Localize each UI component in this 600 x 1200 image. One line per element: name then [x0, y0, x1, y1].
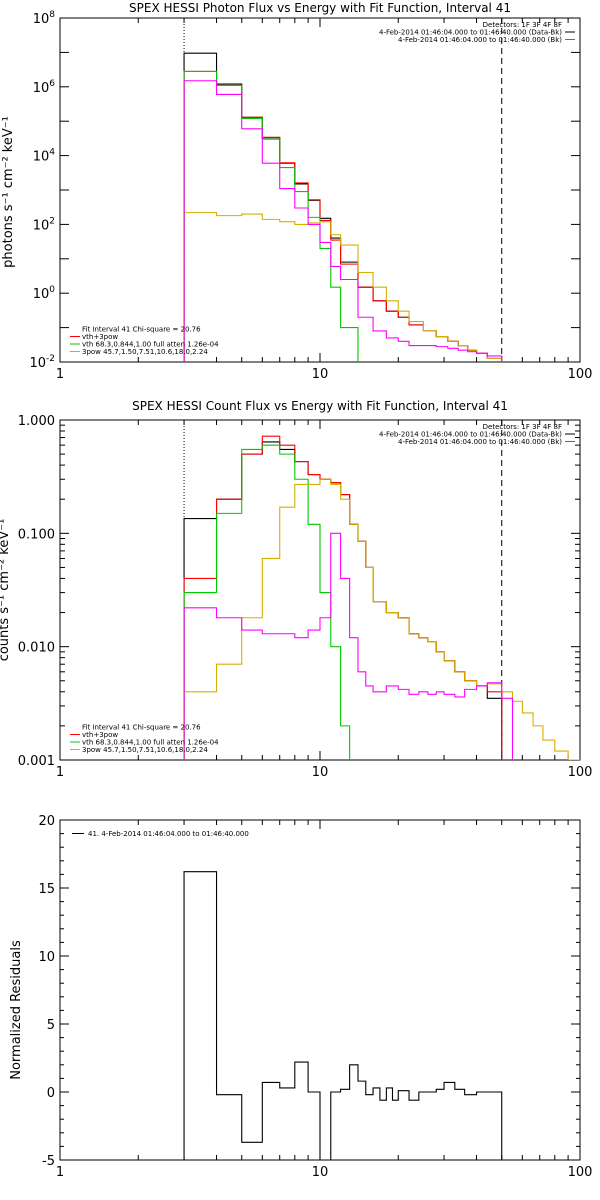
photon-y-tick-label: 100	[33, 285, 56, 302]
photon-plot-area: 1 10 100 10-2 100 102 104 106 108 Detectors: 1F 3…	[29, 10, 592, 382]
photon-series-line	[183, 80, 503, 362]
photon-legend-bottom-text: vth+3pow	[82, 333, 118, 341]
photon-legend-top-text: Detectors: 1F 3F 4F 8F	[483, 21, 562, 29]
count-chart-title: SPEX HESSI Count Flux vs Energy with Fit…	[132, 399, 508, 413]
residuals-plot-area: 1 10 100 -5 0 5 10 15 20 41. 4-Feb-2014 01:46:04.…	[38, 814, 592, 1180]
count-series-line	[183, 532, 514, 760]
resid-y-tick-label: 20	[38, 814, 55, 829]
count-legend-top-text: 4-Feb-2014 01:46:04.000 to 01:46:40.000 …	[379, 431, 562, 439]
count-y-tick-label: 1.000	[18, 414, 55, 429]
photon-chart-title: SPEX HESSI Photon Flux vs Energy with Fi…	[129, 1, 511, 15]
photon-series-group	[183, 52, 503, 362]
count-y-axis-label: counts s⁻¹ cm⁻² keV⁻¹	[0, 519, 12, 662]
photon-x-tick-label: 1	[56, 367, 64, 382]
resid-legend-text: 41. 4-Feb-2014 01:46:04.000 to 01:46:40.…	[88, 830, 249, 838]
photon-flux-panel: SPEX HESSI Photon Flux vs Energy with Fi…	[1, 1, 592, 382]
photon-x-tick-label: 100	[568, 367, 593, 382]
resid-y-tick-label: 15	[38, 882, 55, 897]
count-legend-top-text: Detectors: 1F 3F 4F 8F	[483, 423, 562, 431]
photon-x-tick-label: 10	[312, 367, 329, 382]
count-x-tick-label: 100	[568, 765, 593, 780]
count-y-tick-label: 0.001	[18, 754, 55, 769]
count-y-tick-label: 0.100	[18, 527, 55, 542]
count-flux-panel: SPEX HESSI Count Flux vs Energy with Fit…	[0, 399, 592, 780]
photon-legend-bottom-text: vth 68.3,0.844,1.00 full atten 1.26e-04	[82, 341, 219, 349]
count-legend-bottom-text: vth 68.3,0.844,1.00 full atten 1.26e-04	[82, 739, 219, 747]
count-legend-bottom-text: 3pow 45.7,1.50,7.51,10.6,18.0,2.24	[82, 746, 208, 754]
count-x-tick-label: 10	[312, 765, 329, 780]
photon-series-line	[183, 70, 359, 362]
count-x-tick-label: 1	[56, 765, 64, 780]
count-legend-top-text: 4-Feb-2014 01:46:04.000 to 01:46:40.000 …	[398, 438, 562, 446]
residuals-panel: Normalized Residuals 1 10 100 -5 0 5 10 15 20 41.…	[9, 814, 592, 1180]
resid-y-tick-label: 10	[38, 950, 55, 965]
count-series-line	[183, 444, 351, 760]
count-y-tick-label: 0.010	[18, 641, 55, 656]
photon-y-tick-label: 102	[33, 216, 55, 233]
photon-y-tick-label: 108	[33, 10, 56, 27]
count-legend-bottom-text: Fit Interval 41 Chi-square = 20.76	[82, 724, 201, 732]
resid-y-tick-label: -5	[42, 1154, 55, 1169]
resid-x-tick-label: 1	[56, 1165, 64, 1180]
residuals-y-axis-label: Normalized Residuals	[9, 940, 24, 1080]
photon-legend-top-text: 4-Feb-2014 01:46:04.000 to 01:46:40.000 …	[398, 36, 562, 44]
photon-y-tick-label: 104	[33, 148, 56, 165]
resid-y-tick-label: 0	[47, 1086, 55, 1101]
count-series-line	[183, 478, 580, 760]
resid-series-group	[183, 871, 503, 1160]
resid-x-tick-label: 10	[312, 1165, 329, 1180]
resid-x-tick-label: 100	[568, 1165, 593, 1180]
count-plot-area: 1 10 100 0.001 0.010 0.100 1.000 Detectors: 1F …	[18, 414, 593, 780]
photon-legend-bottom-text: Fit Interval 41 Chi-square = 20.76	[82, 326, 201, 334]
resid-y-tick-label: 5	[47, 1018, 55, 1033]
photon-legend-top-text: 4-Feb-2014 01:46:04.000 to 01:46:40.000 …	[379, 29, 562, 37]
photon-y-tick-label: 106	[33, 79, 56, 96]
count-series-group	[183, 435, 580, 760]
photon-y-tick-label: 10-2	[29, 354, 55, 371]
resid-series-line	[183, 871, 503, 1160]
photon-legend-bottom-text: 3pow 45.7,1.50,7.51,10.6,18.0,2.24	[82, 348, 208, 356]
photon-y-axis-label: photons s⁻¹ cm⁻² keV⁻¹	[1, 116, 16, 268]
count-legend-bottom-text: vth+3pow	[82, 731, 118, 739]
